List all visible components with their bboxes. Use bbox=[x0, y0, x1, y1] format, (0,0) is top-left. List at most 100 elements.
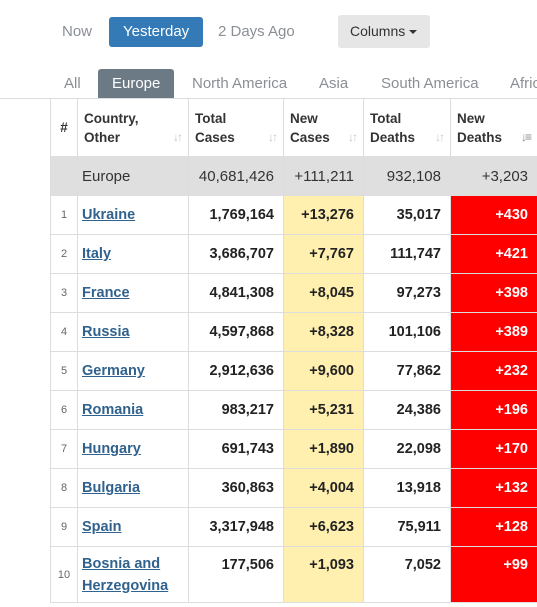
total-cases-cell: 4,597,868 bbox=[188, 312, 284, 352]
columns-button-label: Columns bbox=[350, 23, 406, 39]
table-row: 2 Italy 3,686,707 +7,767 111,747 +421 bbox=[50, 234, 537, 274]
total-deaths-cell: 77,862 bbox=[363, 351, 451, 391]
row-index: 9 bbox=[50, 507, 78, 547]
country-link[interactable]: Bosnia and bbox=[82, 555, 161, 572]
country-link[interactable]: Bulgaria bbox=[82, 480, 141, 496]
country-link[interactable]: Russia bbox=[82, 324, 130, 340]
total-cases-cell: 3,686,707 bbox=[188, 234, 284, 274]
table-row: 4 Russia 4,597,868 +8,328 101,106 +389 bbox=[50, 312, 537, 352]
tab-yesterday[interactable]: Yesterday bbox=[109, 17, 204, 47]
total-cases-cell: 983,217 bbox=[188, 390, 284, 430]
tab-all[interactable]: All bbox=[64, 75, 81, 92]
col-header-new-deaths-l1: New bbox=[457, 110, 485, 126]
new-cases-cell: +9,600 bbox=[283, 351, 364, 391]
col-header-new-cases-l2: Cases bbox=[290, 129, 330, 145]
row-index: 5 bbox=[50, 351, 78, 391]
tab-north-america[interactable]: North America bbox=[192, 75, 288, 92]
new-deaths-cell: +170 bbox=[450, 429, 537, 469]
col-header-index: # bbox=[50, 98, 78, 157]
tab-asia[interactable]: Asia bbox=[319, 75, 349, 92]
sort-arrows-icon[interactable]: ↓↑ bbox=[268, 130, 278, 144]
country-link[interactable]: France bbox=[82, 285, 130, 301]
table-row: 1 Ukraine 1,769,164 +13,276 35,017 +430 bbox=[50, 195, 537, 235]
total-row: Europe 40,681,426 +111,211 932,108 +3,20… bbox=[50, 156, 537, 196]
row-index: 1 bbox=[50, 195, 78, 235]
col-header-total-deaths[interactable]: Total Deaths ↓↑ bbox=[363, 98, 451, 157]
total-cases-cell: 4,841,308 bbox=[188, 273, 284, 313]
sort-arrows-icon[interactable]: ↓↑ bbox=[435, 130, 445, 144]
country-cell: Spain bbox=[77, 507, 189, 547]
new-cases-cell: +5,231 bbox=[283, 390, 364, 430]
new-deaths-cell: +421 bbox=[450, 234, 537, 274]
col-header-new-deaths-l2: Deaths bbox=[457, 129, 503, 145]
country-link[interactable]: Romania bbox=[82, 402, 144, 418]
country-cell: Romania bbox=[77, 390, 189, 430]
new-deaths-cell: +232 bbox=[450, 351, 537, 391]
new-cases-cell: +4,004 bbox=[283, 468, 364, 508]
tab-now[interactable]: Now bbox=[62, 23, 93, 40]
col-header-new-cases-l1: New bbox=[290, 110, 318, 126]
country-link[interactable]: Spain bbox=[82, 519, 122, 535]
total-new-deaths: +3,203 bbox=[450, 156, 537, 196]
col-header-total-cases-l1: Total bbox=[195, 110, 227, 126]
total-region-name: Europe bbox=[77, 156, 189, 196]
table-row: 10 Bosnia and Herzegovina 177,506 +1,093 7,05… bbox=[50, 546, 537, 603]
country-link[interactable]: Hungary bbox=[82, 441, 141, 457]
total-cases-cell: 177,506 bbox=[188, 546, 284, 603]
tab-south-america[interactable]: South America bbox=[381, 75, 479, 92]
new-cases-cell: +13,276 bbox=[283, 195, 364, 235]
country-cell: Hungary bbox=[77, 429, 189, 469]
country-cell: Bosnia and Herzegovina bbox=[77, 546, 189, 603]
country-cell: Russia bbox=[77, 312, 189, 352]
col-header-total-deaths-l2: Deaths bbox=[370, 129, 416, 145]
country-link[interactable]: Italy bbox=[82, 246, 112, 262]
country-cell: Germany bbox=[77, 351, 189, 391]
sort-arrows-icon[interactable]: ↓↑ bbox=[173, 130, 183, 144]
new-deaths-cell: +132 bbox=[450, 468, 537, 508]
columns-button[interactable]: Columns bbox=[338, 15, 431, 48]
total-cases-cell: 2,912,636 bbox=[188, 351, 284, 391]
total-total-deaths: 932,108 bbox=[363, 156, 451, 196]
col-header-total-cases[interactable]: Total Cases ↓↑ bbox=[188, 98, 284, 157]
col-header-new-cases[interactable]: New Cases ↓↑ bbox=[283, 98, 364, 157]
sort-arrows-icon[interactable]: ↓↑ bbox=[348, 130, 358, 144]
country-link[interactable]: Germany bbox=[82, 363, 145, 379]
day-selector: Now Yesterday 2 Days Ago Columns bbox=[0, 15, 537, 49]
row-index: 10 bbox=[50, 546, 78, 603]
new-cases-cell: +1,890 bbox=[283, 429, 364, 469]
header-row: # Country, Other ↓↑ Total Cases ↓↑ New C… bbox=[50, 98, 537, 157]
row-index: 6 bbox=[50, 390, 78, 430]
new-deaths-cell: +430 bbox=[450, 195, 537, 235]
col-header-country[interactable]: Country, Other ↓↑ bbox=[77, 98, 189, 157]
total-deaths-cell: 13,918 bbox=[363, 468, 451, 508]
country-cell: Bulgaria bbox=[77, 468, 189, 508]
sort-descending-icon[interactable]: ↓≡ bbox=[520, 130, 532, 144]
row-index: 8 bbox=[50, 468, 78, 508]
country-link[interactable]: Ukraine bbox=[82, 207, 136, 223]
tab-2-days-ago[interactable]: 2 Days Ago bbox=[218, 23, 295, 40]
total-cases-cell: 360,863 bbox=[188, 468, 284, 508]
table-row: 9 Spain 3,317,948 +6,623 75,911 +128 bbox=[50, 507, 537, 547]
row-index: 4 bbox=[50, 312, 78, 352]
col-header-country-l2: Other bbox=[84, 129, 121, 145]
total-deaths-cell: 111,747 bbox=[363, 234, 451, 274]
total-deaths-cell: 22,098 bbox=[363, 429, 451, 469]
country-cell: Italy bbox=[77, 234, 189, 274]
total-deaths-cell: 35,017 bbox=[363, 195, 451, 235]
covid-table: # Country, Other ↓↑ Total Cases ↓↑ New C… bbox=[50, 98, 537, 603]
new-deaths-cell: +99 bbox=[450, 546, 537, 603]
col-header-total-deaths-l1: Total bbox=[370, 110, 402, 126]
new-deaths-cell: +389 bbox=[450, 312, 537, 352]
tab-africa[interactable]: Afric bbox=[510, 75, 537, 92]
total-deaths-cell: 75,911 bbox=[363, 507, 451, 547]
total-deaths-cell: 24,386 bbox=[363, 390, 451, 430]
country-link[interactable]: Herzegovina bbox=[82, 577, 169, 594]
total-cases-cell: 3,317,948 bbox=[188, 507, 284, 547]
new-deaths-cell: +128 bbox=[450, 507, 537, 547]
new-cases-cell: +8,328 bbox=[283, 312, 364, 352]
col-header-new-deaths[interactable]: New Deaths ↓≡ bbox=[450, 98, 537, 157]
total-deaths-cell: 97,273 bbox=[363, 273, 451, 313]
total-deaths-cell: 7,052 bbox=[363, 546, 451, 603]
tab-europe[interactable]: Europe bbox=[98, 69, 175, 98]
new-cases-cell: +7,767 bbox=[283, 234, 364, 274]
